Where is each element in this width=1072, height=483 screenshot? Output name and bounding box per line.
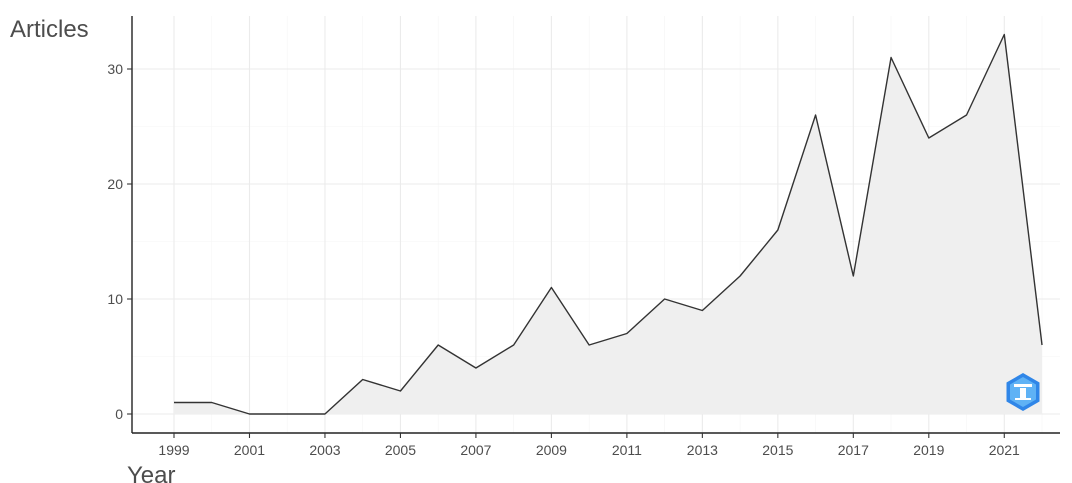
y-tick-label: 30 [107, 61, 123, 77]
x-tick-label: 2019 [913, 442, 944, 458]
y-tick-label: 0 [115, 406, 123, 422]
x-tick-label: 2015 [762, 442, 793, 458]
y-tick-label: 20 [107, 176, 123, 192]
hexagon-logo-icon [1006, 373, 1040, 411]
x-tick-label: 2017 [838, 442, 869, 458]
x-tick-label: 2007 [460, 442, 491, 458]
y-tick-label: 10 [107, 291, 123, 307]
x-tick-label: 2005 [385, 442, 416, 458]
x-tick-label: 1999 [158, 442, 189, 458]
x-axis-title: Year [127, 462, 176, 483]
area-layer [174, 34, 1043, 414]
line-layer [174, 33, 1043, 415]
x-ticks: 1999 2001 2003 2005 2007 2009 2011 2013 2015 2017… [158, 433, 1020, 458]
x-tick-label: 2011 [612, 442, 642, 458]
axes [131, 16, 1060, 434]
x-tick-label: 2001 [234, 442, 265, 458]
x-tick-label: 2009 [536, 442, 567, 458]
x-tick-label: 2013 [687, 442, 718, 458]
area-fill [174, 34, 1043, 414]
y-ticks: 0 10 20 30 [107, 61, 132, 422]
y-axis-title: Articles [10, 16, 89, 43]
x-tick-label: 2021 [989, 442, 1020, 458]
series-line [174, 33, 1043, 415]
x-tick-label: 2003 [309, 442, 340, 458]
